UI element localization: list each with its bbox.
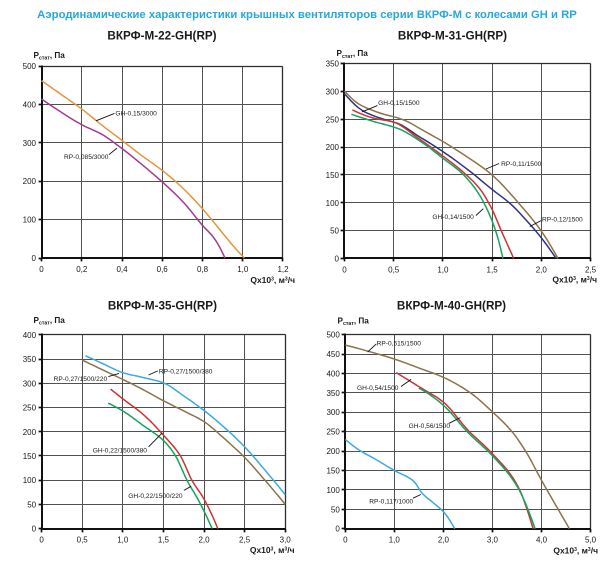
svg-text:1,2: 1,2	[277, 265, 289, 274]
svg-text:Qx103, м3/ч: Qx103, м3/ч	[552, 275, 597, 285]
svg-text:0: 0	[343, 536, 348, 545]
svg-text:ВКРФ-М-40-GH(RP): ВКРФ-М-40-GH(RP)	[397, 300, 506, 313]
svg-text:250: 250	[326, 428, 340, 437]
svg-text:Qx103, м3/ч: Qx103, м3/ч	[250, 275, 295, 285]
svg-text:300: 300	[326, 408, 340, 417]
svg-text:GH-0,56/1500: GH-0,56/1500	[409, 423, 451, 430]
svg-text:GH-0,22/1500/380: GH-0,22/1500/380	[93, 447, 148, 454]
svg-text:Pстат, Па: Pстат, Па	[34, 51, 66, 62]
svg-text:ВКРФ-М-22-GH(RP): ВКРФ-М-22-GH(RP)	[107, 29, 216, 42]
svg-text:200: 200	[23, 428, 37, 437]
svg-text:RP-0,085/3000: RP-0,085/3000	[64, 154, 109, 161]
svg-text:ВКРФ-М-35-GH(RP): ВКРФ-М-35-GH(RP)	[108, 300, 217, 313]
svg-text:Pстат, Па: Pстат, Па	[34, 316, 66, 327]
svg-text:0,5: 0,5	[388, 265, 400, 274]
svg-text:2,0: 2,0	[438, 536, 450, 545]
svg-text:RP-0,12/1500: RP-0,12/1500	[542, 217, 583, 224]
svg-text:0,6: 0,6	[157, 265, 169, 274]
svg-text:2,0: 2,0	[536, 265, 548, 274]
svg-text:0: 0	[32, 525, 37, 534]
svg-text:RP-0,11/1500: RP-0,11/1500	[501, 161, 542, 168]
svg-text:0: 0	[39, 536, 44, 545]
svg-text:200: 200	[326, 447, 340, 456]
svg-text:150: 150	[326, 467, 340, 476]
svg-text:2,0: 2,0	[198, 536, 210, 545]
svg-text:400: 400	[23, 331, 37, 340]
svg-text:300: 300	[23, 379, 37, 388]
svg-text:1,0: 1,0	[117, 536, 129, 545]
svg-text:ВКРФ-М-31-GH(RP): ВКРФ-М-31-GH(RP)	[398, 29, 507, 42]
svg-text:0: 0	[32, 254, 37, 263]
svg-text:GH-0,15/3000: GH-0,15/3000	[115, 110, 157, 117]
svg-text:0,5: 0,5	[77, 536, 89, 545]
svg-text:RP-0,27/1500/220: RP-0,27/1500/220	[54, 376, 108, 383]
svg-text:250: 250	[23, 404, 37, 413]
svg-text:Аэродинамические характеристик: Аэродинамические характеристики крышных …	[37, 9, 577, 21]
svg-text:0,2: 0,2	[76, 265, 88, 274]
svg-text:300: 300	[326, 88, 340, 97]
svg-text:500: 500	[23, 62, 37, 71]
svg-text:200: 200	[23, 177, 37, 186]
svg-text:1,0: 1,0	[237, 265, 249, 274]
svg-text:RP-0,515/1500: RP-0,515/1500	[377, 341, 422, 348]
svg-text:50: 50	[331, 505, 340, 514]
svg-text:0: 0	[335, 525, 340, 534]
svg-text:0: 0	[335, 254, 340, 263]
svg-text:0,8: 0,8	[197, 265, 209, 274]
svg-text:2,5: 2,5	[585, 265, 597, 274]
svg-text:GH-0,22/1500/220: GH-0,22/1500/220	[128, 493, 183, 500]
svg-text:400: 400	[326, 369, 340, 378]
svg-text:350: 350	[326, 60, 340, 69]
svg-text:1,5: 1,5	[487, 265, 499, 274]
svg-text:3,0: 3,0	[487, 536, 499, 545]
svg-text:450: 450	[326, 350, 340, 359]
svg-text:GH-0,54/1500: GH-0,54/1500	[357, 385, 399, 392]
svg-text:300: 300	[23, 139, 37, 148]
svg-text:350: 350	[326, 389, 340, 398]
svg-text:1,5: 1,5	[158, 536, 170, 545]
svg-text:100: 100	[23, 216, 37, 225]
svg-text:5,0: 5,0	[585, 536, 597, 545]
svg-text:2,5: 2,5	[239, 536, 251, 545]
svg-text:150: 150	[23, 452, 37, 461]
svg-text:50: 50	[27, 500, 36, 509]
svg-text:50: 50	[330, 227, 339, 236]
svg-text:Qx103, м3/ч: Qx103, м3/ч	[250, 545, 295, 555]
svg-text:250: 250	[326, 115, 340, 124]
svg-text:150: 150	[326, 171, 340, 180]
svg-text:0,4: 0,4	[116, 265, 128, 274]
svg-text:350: 350	[23, 355, 37, 364]
svg-text:0: 0	[342, 265, 347, 274]
svg-text:3,0: 3,0	[280, 536, 292, 545]
svg-text:RP-0,27/1500/380: RP-0,27/1500/380	[159, 368, 213, 375]
svg-text:100: 100	[23, 476, 37, 485]
svg-text:1,0: 1,0	[437, 265, 449, 274]
svg-text:Qx103, м3/ч: Qx103, м3/ч	[553, 546, 598, 556]
svg-text:500: 500	[326, 331, 340, 340]
svg-text:GH-0,14/1500: GH-0,14/1500	[432, 214, 474, 221]
svg-text:0: 0	[39, 265, 44, 274]
svg-text:1,0: 1,0	[389, 536, 401, 545]
svg-text:200: 200	[326, 143, 340, 152]
svg-text:400: 400	[23, 100, 37, 109]
svg-text:Pстат, Па: Pстат, Па	[337, 49, 369, 60]
svg-text:RP-0,117/1000: RP-0,117/1000	[369, 498, 413, 505]
svg-text:100: 100	[326, 486, 340, 495]
svg-text:GH-0,15/1500: GH-0,15/1500	[378, 100, 420, 107]
svg-text:100: 100	[326, 199, 340, 208]
svg-text:Pстат, Па: Pстат, Па	[338, 316, 370, 327]
svg-text:4,0: 4,0	[536, 536, 548, 545]
